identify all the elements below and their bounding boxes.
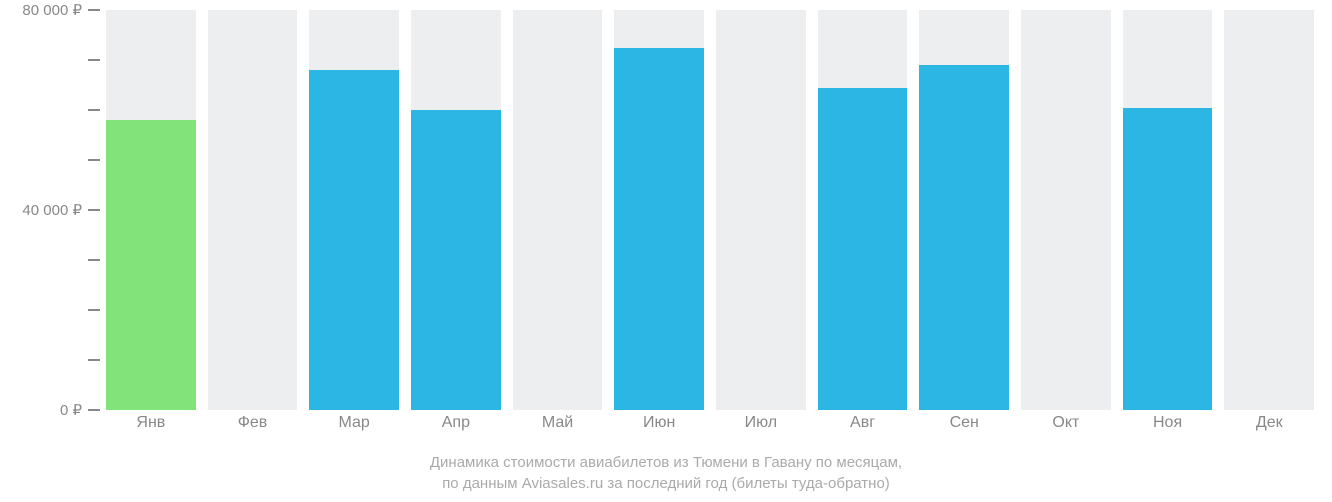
- bar-background: [1021, 10, 1111, 410]
- bar-slot: [608, 10, 710, 410]
- bar-background: [716, 10, 806, 410]
- y-tick-mark: [88, 309, 100, 311]
- caption-line-1: Динамика стоимости авиабилетов из Тюмени…: [0, 452, 1332, 473]
- y-tick-label: 40 000 ₽: [22, 201, 82, 219]
- bar-slot: [1117, 10, 1219, 410]
- bar-slot: [1015, 10, 1117, 410]
- plot-area: [100, 10, 1320, 410]
- x-label: Ноя: [1117, 414, 1219, 444]
- x-label: Дек: [1218, 414, 1320, 444]
- x-label: Апр: [405, 414, 507, 444]
- x-label: Янв: [100, 414, 202, 444]
- bar-slot: [202, 10, 304, 410]
- bar: [919, 65, 1009, 410]
- x-label: Июн: [608, 414, 710, 444]
- bar: [614, 48, 704, 411]
- bar-background: [513, 10, 603, 410]
- x-label: Июл: [710, 414, 812, 444]
- x-label: Май: [507, 414, 609, 444]
- y-tick-mark: [88, 409, 100, 411]
- y-tick-mark: [88, 59, 100, 61]
- x-label: Фев: [202, 414, 304, 444]
- bar-slot: [303, 10, 405, 410]
- bar-background: [208, 10, 298, 410]
- x-axis: ЯнвФевМарАпрМайИюнИюлАвгСенОктНояДек: [100, 414, 1320, 444]
- price-by-month-chart: 0 ₽40 000 ₽80 000 ₽ ЯнвФевМарАпрМайИюнИю…: [0, 0, 1332, 502]
- bar-slot: [100, 10, 202, 410]
- y-tick-mark: [88, 109, 100, 111]
- y-tick-mark: [88, 9, 100, 11]
- bar: [1123, 108, 1213, 411]
- caption-line-2: по данным Aviasales.ru за последний год …: [0, 473, 1332, 494]
- bar: [106, 120, 196, 410]
- bar-slot: [1218, 10, 1320, 410]
- y-tick-mark: [88, 359, 100, 361]
- bar-slot: [710, 10, 812, 410]
- bar: [309, 70, 399, 410]
- bar-background: [1224, 10, 1314, 410]
- y-tick-mark: [88, 159, 100, 161]
- bar: [818, 88, 908, 411]
- x-label: Мар: [303, 414, 405, 444]
- x-label: Авг: [812, 414, 914, 444]
- bar-slot: [507, 10, 609, 410]
- bar-slot: [812, 10, 914, 410]
- chart-caption: Динамика стоимости авиабилетов из Тюмени…: [0, 452, 1332, 494]
- bars-group: [100, 10, 1320, 410]
- y-tick-mark: [88, 259, 100, 261]
- bar-slot: [405, 10, 507, 410]
- bar: [411, 110, 501, 410]
- y-tick-label: 0 ₽: [60, 401, 82, 419]
- y-tick-label: 80 000 ₽: [22, 1, 82, 19]
- y-axis: 0 ₽40 000 ₽80 000 ₽: [0, 10, 100, 410]
- bar-slot: [913, 10, 1015, 410]
- x-label: Окт: [1015, 414, 1117, 444]
- y-tick-mark: [88, 209, 100, 211]
- x-label: Сен: [913, 414, 1015, 444]
